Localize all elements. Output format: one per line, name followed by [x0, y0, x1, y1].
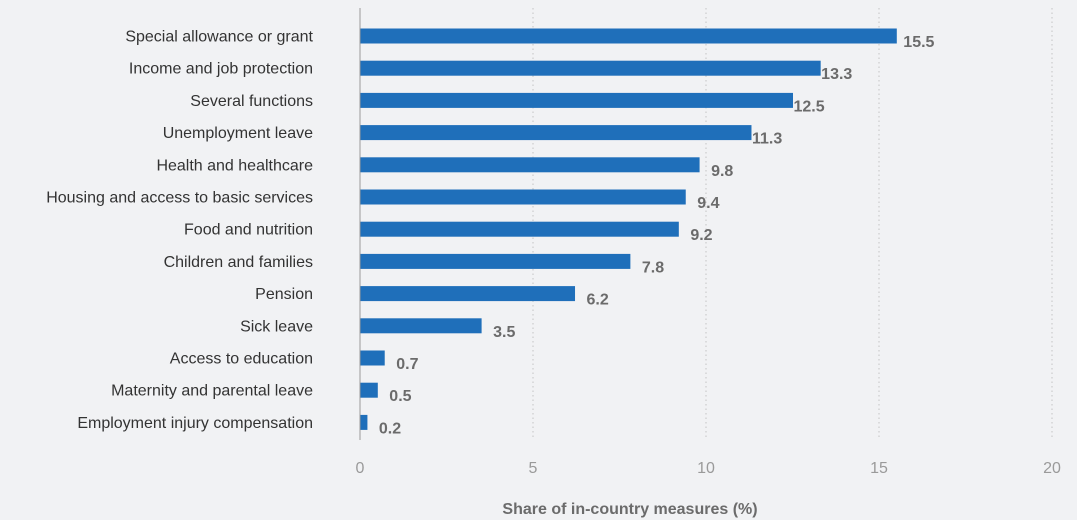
value-label-12: 0.5 [389, 388, 411, 405]
value-label-7: 9.2 [690, 227, 712, 244]
bar-2 [360, 60, 821, 76]
category-label-6: Housing and access to basic services [46, 190, 313, 207]
x-tick-label-20: 20 [1043, 460, 1061, 477]
value-label-3: 12.5 [794, 98, 825, 115]
category-label-4: Unemployment leave [163, 125, 313, 142]
bar-8 [360, 253, 631, 269]
bar-5 [360, 157, 700, 173]
x-tick-label-5: 5 [529, 460, 538, 477]
category-label-1: Special allowance or grant [125, 29, 313, 46]
category-label-7: Food and nutrition [184, 222, 313, 239]
x-tick-label-0: 0 [356, 460, 365, 477]
bar-12 [360, 382, 378, 398]
x-tick-label-15: 15 [870, 460, 888, 477]
x-tick-label-10: 10 [697, 460, 715, 477]
bars [360, 28, 897, 430]
bar-10 [360, 318, 482, 334]
value-label-5: 9.8 [711, 163, 733, 180]
category-label-8: Children and families [164, 254, 313, 271]
bar-7 [360, 221, 679, 237]
bar-9 [360, 286, 576, 302]
value-label-13: 0.2 [379, 420, 401, 437]
category-label-10: Sick leave [240, 318, 313, 335]
value-label-11: 0.7 [396, 356, 418, 373]
category-label-13: Employment injury compensation [77, 415, 313, 432]
value-label-2: 13.3 [821, 66, 852, 83]
value-label-10: 3.5 [493, 324, 515, 341]
value-labels: 15.5 13.3 12.5 11.3 9.8 9.4 9.2 7.8 6.2 3.5 0.7 0.5… [379, 34, 935, 437]
category-label-5: Health and healthcare [156, 157, 313, 174]
bar-4 [360, 125, 752, 141]
category-label-3: Several functions [190, 93, 313, 110]
category-label-11: Access to education [170, 351, 313, 368]
bar-11 [360, 350, 385, 366]
bar-6 [360, 189, 686, 205]
category-labels: Special allowance or grant Income and job… [46, 29, 313, 432]
x-axis-title: Share of in-country measures (%) [502, 501, 757, 518]
bar-13 [360, 414, 368, 430]
bar-1 [360, 28, 897, 44]
bar-3 [360, 92, 793, 108]
value-label-9: 6.2 [587, 292, 609, 309]
category-label-12: Maternity and parental leave [111, 383, 313, 400]
value-label-1: 15.5 [903, 34, 934, 51]
value-label-8: 7.8 [642, 259, 664, 276]
value-label-6: 9.4 [697, 195, 719, 212]
value-label-4: 11.3 [752, 131, 782, 148]
category-label-9: Pension [255, 286, 313, 303]
x-tick-labels: 0 5 10 15 20 [356, 460, 1061, 477]
category-label-2: Income and job protection [129, 61, 313, 78]
